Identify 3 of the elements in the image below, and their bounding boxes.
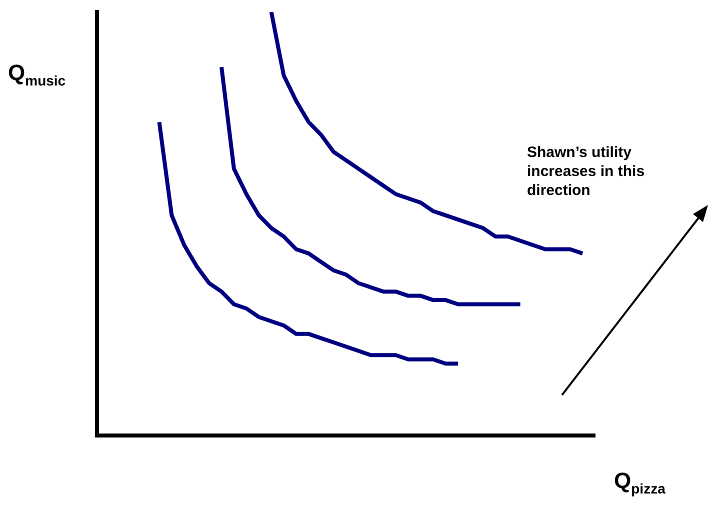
- x-axis-title: Q$_{pizza}$: [614, 468, 666, 496]
- y-axis-title: Q$_{music}$: [8, 60, 66, 88]
- annotation: Shawn’s utility increases in this direction: [527, 143, 646, 200]
